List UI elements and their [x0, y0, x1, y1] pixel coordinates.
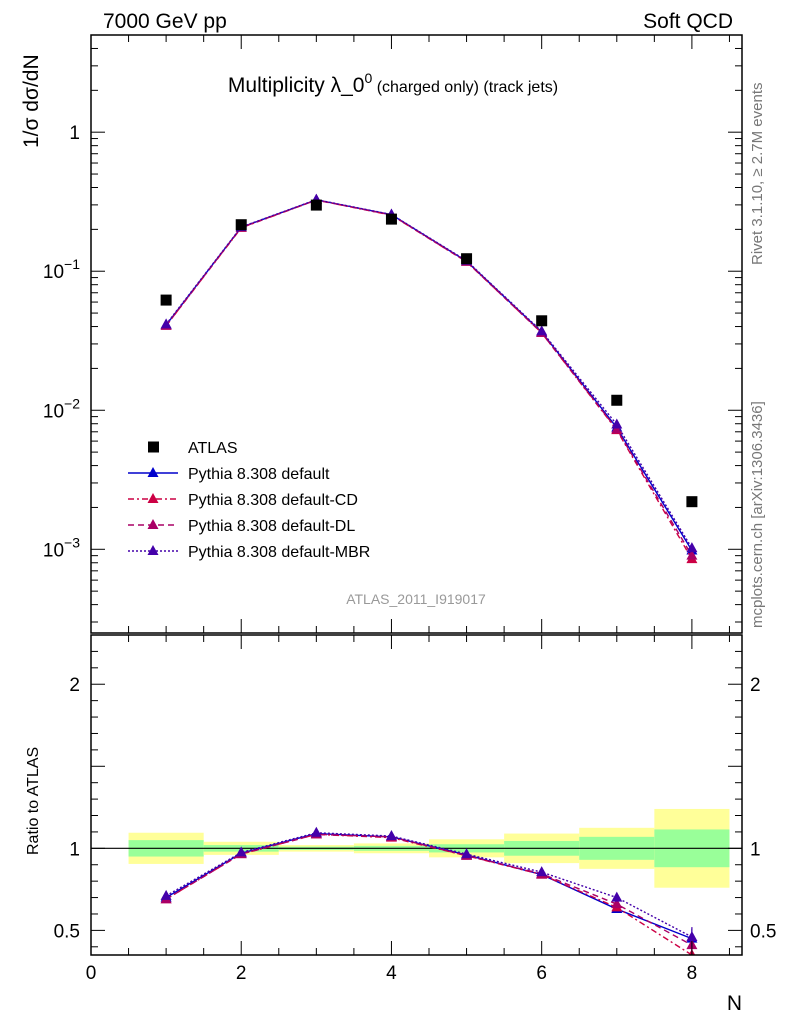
x-tick-label: 2	[236, 963, 247, 984]
ratio-series-point	[235, 846, 247, 857]
ratio-series-point	[461, 848, 473, 859]
atlas-data-point	[310, 199, 322, 211]
ratio-y-tick-label-right: 0.5	[750, 921, 776, 942]
main-series-line	[165, 199, 693, 557]
ratio-series-point	[385, 830, 397, 841]
ratio-series-point	[310, 826, 322, 837]
main-frame	[90, 34, 743, 634]
main-series-point	[686, 542, 698, 553]
main-y-tick-label: 10−2	[43, 395, 80, 422]
ratio-series-point	[160, 889, 172, 900]
main-panel: Multiplicity λ_00 (charged only) (track …	[20, 34, 743, 634]
main-title-superscript: 0	[364, 70, 372, 86]
main-y-tick-exp: −3	[64, 534, 80, 550]
main-title: Multiplicity λ_00 (charged only) (track …	[228, 70, 558, 97]
ratio-ylabel: Ratio to ATLAS	[25, 747, 42, 855]
main-ylabel: 1/σ dσ/dN	[20, 54, 43, 148]
ratio-y-tick-label-left: 1	[69, 839, 80, 860]
legend-marker	[147, 467, 159, 477]
atlas-data-point	[160, 294, 172, 306]
atlas-data-point	[461, 253, 473, 265]
legend-label: Pythia 8.308 default-CD	[188, 492, 358, 509]
legend-marker	[147, 545, 159, 555]
ratio-series-point	[611, 891, 623, 902]
legend-marker-atlas	[148, 441, 159, 453]
legend: ATLAS Pythia 8.308 default Pythia 8.308 de…	[128, 440, 370, 561]
main-y-tick-base: 1	[69, 123, 80, 144]
x-tick-label: 8	[687, 963, 698, 984]
atlas-data-point	[611, 394, 623, 406]
watermark: ATLAS_2011_I919017	[346, 591, 486, 607]
main-y-tick-base: 10	[43, 401, 64, 422]
header-category: Soft QCD	[643, 10, 733, 33]
main-y-tick-base: 10	[43, 262, 64, 283]
ratio-series-line	[165, 832, 693, 940]
main-y-tick-exp: −2	[64, 395, 80, 411]
x-tick-label: 4	[386, 963, 397, 984]
rivet-label: Rivet 3.1.10, ≥ 2.7M events	[749, 83, 766, 266]
main-y-tick-base: 10	[43, 540, 64, 561]
ratio-panel: 0.5 0.5 1 1 2 2 0 2 4 6 8 Ratio to ATLAS N	[25, 634, 776, 1015]
legend-label: Pythia 8.308 default-DL	[188, 518, 355, 535]
x-tick-label: 6	[536, 963, 547, 984]
legend-label: Pythia 8.308 default-MBR	[188, 544, 370, 561]
ratio-series-point	[536, 866, 548, 877]
main-series-point	[686, 549, 698, 560]
legend-label: ATLAS	[188, 440, 238, 457]
atlas-data-point	[686, 496, 698, 508]
legend-label: Pythia 8.308 default	[188, 466, 330, 483]
main-title-text: Multiplicity λ_0	[228, 74, 365, 97]
main-y-tick-label: 10−3	[43, 534, 80, 561]
ratio-y-tick-label-right: 2	[750, 675, 761, 696]
ratio-series-line	[165, 833, 693, 946]
atlas-data-point	[235, 219, 247, 231]
main-y-tick-label: 10−1	[43, 256, 80, 283]
main-series-point	[160, 318, 172, 329]
main-y-tick-exp: −1	[64, 256, 80, 272]
ratio-series-point	[686, 930, 698, 941]
ratio-y-tick-label-left: 2	[69, 675, 80, 696]
x-axis-label: N	[727, 992, 742, 1015]
main-series-point	[611, 418, 623, 429]
header-energy: 7000 GeV pp	[103, 10, 227, 33]
atlas-data-point	[385, 213, 397, 225]
ratio-series-line	[165, 832, 693, 938]
ratio-series-point	[611, 898, 623, 909]
main-series-line	[165, 198, 693, 549]
main-y-tick-label: 1	[69, 123, 80, 144]
x-tick-label: 0	[86, 963, 97, 984]
legend-marker	[147, 493, 159, 503]
atlas-data-point	[536, 315, 548, 327]
ratio-y-tick-label-left: 0.5	[54, 921, 80, 942]
ratio-frame	[90, 634, 743, 956]
ratio-y-tick-label-right: 1	[750, 839, 761, 860]
mcplots-label: mcplots.cern.ch [arXiv:1306.3436]	[749, 401, 766, 628]
main-title-tail: (charged only) (track jets)	[372, 79, 558, 96]
main-series-point	[536, 325, 548, 336]
legend-marker	[147, 519, 159, 529]
